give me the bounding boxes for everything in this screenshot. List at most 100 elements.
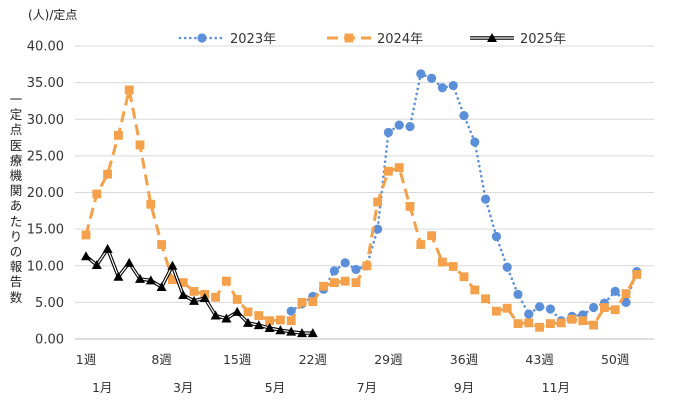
data-point: [113, 271, 124, 281]
series-2: [81, 85, 642, 332]
data-point: [513, 319, 523, 329]
data-point: [189, 286, 199, 296]
legend-marker: [197, 33, 207, 43]
data-point: [178, 278, 188, 287]
data-point: [459, 272, 469, 282]
x-tick-label-week: 15週: [223, 352, 252, 367]
x-tick-label-week: 1週: [76, 352, 97, 367]
data-point: [427, 231, 436, 241]
data-point: [308, 297, 318, 307]
data-point: [502, 303, 512, 313]
x-tick-label-month: 1月: [92, 380, 112, 395]
data-point: [362, 261, 372, 271]
data-point: [351, 278, 361, 287]
data-point: [405, 121, 415, 132]
data-point: [146, 199, 156, 209]
data-point: [502, 262, 512, 272]
data-point: [394, 163, 404, 172]
data-point: [437, 83, 447, 93]
y-tick-label: 0.00: [35, 333, 64, 348]
x-tick-label-month: 11月: [542, 380, 570, 395]
data-point: [232, 306, 243, 316]
data-point: [621, 297, 631, 307]
series-line: [84, 88, 639, 329]
data-point: [92, 189, 102, 199]
data-point: [600, 303, 609, 312]
data-point: [91, 260, 102, 270]
data-point: [546, 319, 555, 329]
legend-item-1: 2023年: [178, 32, 276, 47]
data-point: [178, 290, 189, 300]
legend-label: 2023年: [230, 32, 276, 47]
data-point: [578, 316, 588, 326]
data-point: [276, 315, 285, 325]
data-point: [470, 285, 480, 295]
data-point: [145, 275, 156, 285]
y-tick-label: 10.00: [27, 259, 64, 274]
series-line-inner: [85, 248, 313, 334]
data-point: [124, 85, 134, 95]
series-1: [286, 69, 642, 326]
data-point: [264, 323, 275, 333]
data-point: [156, 281, 167, 291]
x-tick-label-week: 8週: [151, 352, 172, 367]
data-point: [492, 306, 501, 316]
data-point: [383, 127, 393, 138]
data-point: [243, 317, 253, 327]
data-point: [167, 260, 178, 270]
data-point: [168, 275, 177, 285]
data-point: [351, 264, 361, 275]
data-point: [524, 318, 534, 328]
y-tick-label: 5.00: [35, 296, 64, 311]
data-point: [189, 295, 199, 305]
legend: 2023年 2024年 2025年: [178, 32, 566, 47]
data-point: [297, 328, 307, 338]
data-point: [199, 292, 210, 302]
data-point: [610, 305, 620, 315]
y-tick-label: 20.00: [27, 186, 64, 201]
data-point: [243, 307, 253, 317]
data-point: [481, 194, 491, 204]
legend-label: 2024年: [377, 32, 423, 47]
data-point: [135, 273, 145, 283]
data-point: [491, 231, 501, 242]
series-3: [81, 243, 318, 338]
data-point: [416, 240, 426, 249]
data-point: [254, 311, 264, 320]
data-point: [556, 318, 566, 328]
y-tick-label: 25.00: [27, 149, 64, 164]
data-point: [438, 257, 447, 267]
data-point: [535, 302, 545, 312]
data-point: [524, 309, 534, 319]
data-point: [610, 286, 620, 296]
legend-marker: [487, 33, 497, 42]
axis-layer: 0.00 5.00 10.00 15.00 20.00 25.00 30.00 35.00 40…: [27, 40, 654, 395]
data-point: [265, 316, 274, 326]
x-tick-label-month: 5月: [265, 380, 285, 395]
data-point: [416, 69, 426, 79]
legend-item-3: 2025年: [470, 32, 566, 47]
data-point: [221, 313, 232, 323]
data-point: [632, 270, 642, 279]
data-point: [567, 314, 577, 324]
x-tick-label-week: 50週: [601, 352, 630, 367]
y-tick-label: 35.00: [27, 76, 64, 91]
data-point: [459, 110, 469, 121]
data-point: [253, 320, 264, 330]
data-point: [340, 276, 350, 286]
x-tick-label-month: 3月: [173, 380, 193, 395]
data-point: [405, 202, 415, 211]
data-point: [448, 80, 458, 91]
data-point: [114, 130, 123, 140]
data-point: [427, 73, 437, 83]
data-point: [157, 240, 166, 249]
data-point: [297, 297, 307, 307]
x-tick-label-week: 22週: [299, 352, 328, 367]
data-point: [330, 278, 339, 287]
x-tick-label-week: 43週: [525, 352, 554, 367]
y-axis-title: 一定点医療機関あたりの報告数: [9, 92, 23, 305]
data-point: [448, 262, 458, 271]
data-point: [621, 289, 631, 298]
